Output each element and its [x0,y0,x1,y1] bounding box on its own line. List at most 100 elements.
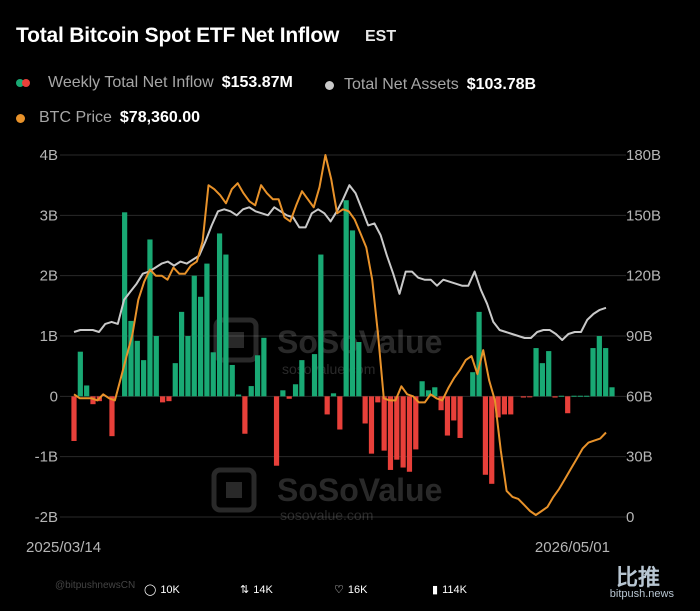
inflow-bar-negative [400,396,406,468]
inflow-bar-positive [330,393,337,397]
inflow-bars [71,200,615,484]
reply-icon: ◯ [144,584,157,596]
btc-price-line [73,154,607,516]
inflow-bar-positive [153,336,159,397]
inflow-bar-positive [122,212,128,397]
legend-assets[interactable]: Total Net Assets $103.78B [325,76,536,94]
inflow-bar-negative [489,396,495,484]
inflow-bar-negative [337,396,343,430]
x-axis-end-label: 2026/05/01 [535,539,610,556]
left-axis-tick-label: -2B [35,509,58,526]
inflow-bar-negative [90,396,96,405]
right-axis-tick-label: 180B [626,147,661,164]
inflow-bar-negative [381,396,387,451]
inflow-bar-positive [596,336,602,397]
inflow-bar-positive [546,351,552,397]
inflow-bar-positive [128,320,134,397]
inflow-bar-positive [577,395,583,397]
repost-stat[interactable]: ⇅ 14K [240,583,273,597]
left-axis-tick-label: 4B [40,147,58,164]
like-icon: ♡ [334,584,344,596]
inflow-bar-negative [375,396,381,403]
inflow-bar-negative [413,396,419,450]
inflow-bar-negative [286,396,292,399]
left-axis-tick-label: -1B [35,449,58,466]
bitpush-logo: 比推 [615,565,660,590]
inflow-bar-negative [109,396,115,437]
inflow-bar-positive [235,394,242,397]
inflow-bar-positive [280,390,286,397]
inflow-bar-positive [261,337,267,397]
left-axis-tick-label: 3B [40,207,58,224]
like-count: 16K [347,583,368,596]
right-axis-tick-label: 60B [626,388,653,405]
inflow-bar-negative [368,396,375,454]
right-axis-tick-label: 150B [626,207,661,224]
sosovalue-logo-icon [213,317,259,363]
price-legend-value: $78,360.00 [119,109,200,126]
inflow-bar-positive [356,342,362,397]
inflow-bar-positive [77,351,83,397]
watermark-url-2: sosovalue.com [280,507,373,523]
inflow-bar-negative [160,396,166,403]
left-axis-tick-label: 0 [50,388,58,405]
legend-price[interactable]: BTC Price $78,360.00 [16,109,200,127]
weekly-legend-icon [16,79,30,87]
reply-stat[interactable]: ◯ 10K [144,583,180,597]
inflow-bar-negative [406,396,413,472]
inflow-bar-positive [470,372,476,397]
inflow-bar-negative [166,396,172,402]
legend-weekly[interactable]: Weekly Total Net Inflow $153.87M [16,74,293,92]
inflow-bar-negative [362,396,368,424]
inflow-bar-positive [318,254,324,397]
inflow-bar-positive [141,360,147,397]
inflow-bar-positive [349,230,356,397]
inflow-bar-positive [533,348,539,397]
inflow-bar-positive [609,387,615,397]
weekly-legend-value: $153.87M [221,74,293,91]
bitpush-url: bitpush.news [609,588,674,600]
views-stat[interactable]: ▮ 114K [432,583,467,597]
inflow-bar-negative [273,396,280,466]
inflow-bar-negative [482,396,489,475]
inflow-bar-positive [571,395,577,397]
chart-lines [73,154,607,516]
inflow-bar-positive [299,360,305,397]
inflow-bar-positive [311,354,318,397]
inflow-bar-negative [242,396,248,434]
inflow-bar-negative [71,396,77,441]
inflow-bar-positive [248,386,254,397]
inflow-bar-positive [476,311,482,397]
inflow-bar-positive [539,363,545,397]
inflow-bar-positive [432,387,438,397]
left-axis-tick-label: 1B [40,328,58,345]
inflow-bar-negative [552,396,558,398]
inflow-bar-negative [387,396,394,470]
inflow-bar-negative [444,396,451,436]
x-axis-start-label: 2025/03/14 [26,539,101,556]
inflow-chart: SoSoValue sosovalue.com SoSoValue sosova… [26,147,661,556]
inflow-bar-positive [419,381,425,397]
inflow-bar-negative [520,396,526,398]
price-legend-icon [16,113,25,123]
inflow-bar-positive [425,390,432,397]
inflow-bar-positive [603,348,609,397]
timezone-label[interactable]: EST [365,28,397,45]
like-stat[interactable]: ♡ 16K [334,583,368,597]
inflow-bar-positive [558,395,564,397]
view-count: 114K [442,583,467,596]
right-axis-tick-label: 0 [626,509,634,526]
repost-count: 14K [253,583,273,596]
inflow-bar-positive [179,311,185,397]
inflow-bar-negative [324,396,330,415]
views-icon: ▮ [432,584,439,596]
inflow-bar-positive [84,385,90,397]
inflow-bar-positive [292,384,299,397]
inflow-bar-negative [565,396,571,414]
inflow-bar-negative [527,396,533,398]
inflow-bar-positive [172,363,178,397]
inflow-bar-positive [191,275,197,397]
weekly-legend-label: Weekly Total Net Inflow [48,74,214,91]
inflow-bar-positive [590,348,596,397]
